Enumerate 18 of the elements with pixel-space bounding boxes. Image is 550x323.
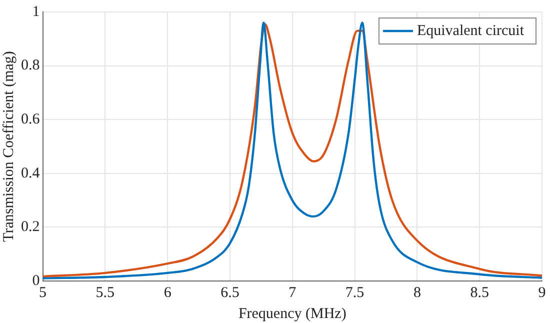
x-tick-label: 7: [288, 284, 297, 301]
legend-label: Equivalent circuit: [416, 22, 525, 39]
x-tick-label: 8: [413, 284, 421, 301]
x-tick-label: 6.5: [220, 284, 240, 301]
y-tick-label: 0.4: [21, 165, 40, 182]
x-tick-label: 6: [164, 284, 172, 301]
x-tick-label: 5.5: [96, 284, 115, 301]
y-tick-label: 0: [32, 272, 40, 289]
y-tick-label: 1: [32, 4, 40, 20]
y-tick-label: 0.6: [21, 112, 40, 128]
y-tick-label: 0.2: [21, 219, 40, 236]
y-tick-label: 0.8: [21, 58, 40, 74]
x-tick-label: 8.5: [470, 284, 489, 301]
x-tick-label: 5: [39, 284, 46, 301]
x-tick-label: 9: [538, 284, 546, 301]
y-axis-title: Transmission Coefficient (mag): [0, 51, 17, 242]
x-tick-label: 7.5: [345, 284, 364, 301]
x-axis-title: Frequency (MHz): [238, 306, 346, 322]
